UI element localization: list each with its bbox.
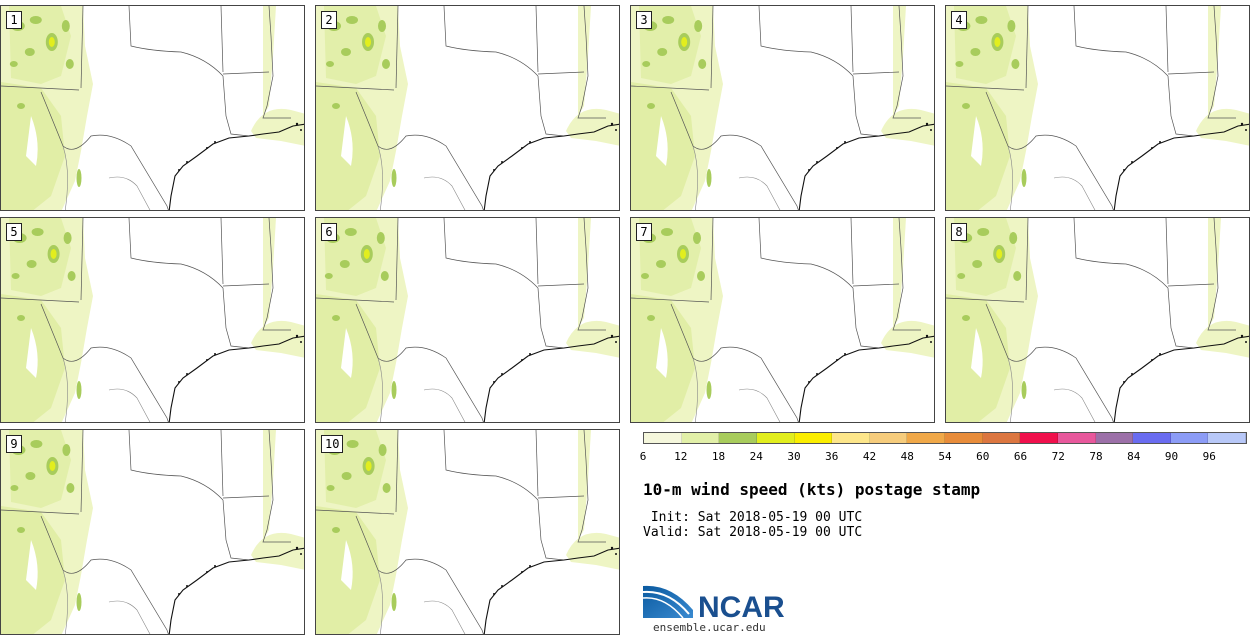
map-panel-2 xyxy=(316,6,619,210)
colorbar-tick-label: 6 xyxy=(639,450,647,463)
colorbar-tick-label: 30 xyxy=(787,450,801,463)
member-number-label: 10 xyxy=(321,435,344,453)
member-number-label: 3 xyxy=(636,11,652,29)
colorbar-tick-label: 24 xyxy=(749,450,763,463)
colorbar-tick-label: 72 xyxy=(1051,450,1065,463)
colorbar-tick-label: 90 xyxy=(1164,450,1179,463)
colorbar-segment xyxy=(1133,433,1171,443)
colorbar-tick-label: 66 xyxy=(1013,450,1028,463)
colorbar-segment xyxy=(1208,433,1246,443)
colorbar-segment xyxy=(794,433,833,443)
colorbar-segment xyxy=(982,433,1021,443)
logo-url: ensemble.ucar.edu xyxy=(653,621,766,634)
colorbar-segment xyxy=(644,433,682,443)
colorbar-segment xyxy=(945,433,983,443)
map-panel-4 xyxy=(946,6,1249,210)
postage-stamp-panel: 6 xyxy=(315,217,620,423)
figure-title: 10-m wind speed (kts) postage stamp xyxy=(643,480,981,499)
colorbar-tick-label: 54 xyxy=(938,450,952,463)
colorbar-segment xyxy=(1020,433,1058,443)
member-number-label: 1 xyxy=(6,11,22,29)
colorbar-segment xyxy=(1095,433,1134,443)
postage-stamp-panel: 7 xyxy=(630,217,935,423)
colorbar-segment xyxy=(869,433,908,443)
postage-stamp-panel: 2 xyxy=(315,5,620,211)
colorbar-tick-label: 48 xyxy=(900,450,914,463)
wind-speed-colorbar xyxy=(643,432,1247,444)
colorbar-segment xyxy=(681,433,720,443)
ncar-logo: NCAR xyxy=(643,585,785,624)
colorbar-tick-label: 36 xyxy=(825,450,839,463)
colorbar-tick-label: 78 xyxy=(1089,450,1103,463)
colorbar-tick-label: 42 xyxy=(862,450,877,463)
colorbar-tick-label: 60 xyxy=(976,450,990,463)
member-number-label: 4 xyxy=(951,11,967,29)
colorbar-tick-labels: 6 12 18 24 30 36 42 48 54 60 66 72 78 84 90 96 xyxy=(639,450,1247,464)
postage-stamp-panel: 3 xyxy=(630,5,935,211)
postage-stamp-panel: 10 xyxy=(315,429,620,635)
postage-stamp-panel: 5 xyxy=(0,217,305,423)
map-panel-9 xyxy=(1,430,304,634)
init-time: Init: Sat 2018-05-19 00 UTC xyxy=(643,510,863,525)
colorbar-segment xyxy=(907,433,945,443)
map-panel-6 xyxy=(316,218,619,422)
colorbar-segment xyxy=(1057,433,1096,443)
member-number-label: 7 xyxy=(636,223,652,241)
postage-stamp-panel: 8 xyxy=(945,217,1250,423)
colorbar-segment xyxy=(719,433,757,443)
colorbar-tick-label: 12 xyxy=(674,450,688,463)
valid-time: Valid: Sat 2018-05-19 00 UTC xyxy=(643,525,863,540)
member-number-label: 2 xyxy=(321,11,337,29)
postage-stamp-panel: 9 xyxy=(0,429,305,635)
ncar-logo-text: NCAR xyxy=(698,591,785,624)
map-panel-10 xyxy=(316,430,619,634)
postage-stamp-panel: 4 xyxy=(945,5,1250,211)
map-panel-8 xyxy=(946,218,1249,422)
member-number-label: 5 xyxy=(6,223,22,241)
map-panel-7 xyxy=(631,218,934,422)
map-panel-5 xyxy=(1,218,304,422)
map-panel-3 xyxy=(631,6,934,210)
member-number-label: 6 xyxy=(321,223,337,241)
colorbar-tick-label: 84 xyxy=(1127,450,1141,463)
member-number-label: 9 xyxy=(6,435,22,453)
postage-stamp-panel: 1 xyxy=(0,5,305,211)
colorbar-tick-label: 18 xyxy=(711,450,726,463)
member-number-label: 8 xyxy=(951,223,967,241)
colorbar-segment xyxy=(756,433,795,443)
colorbar-segment xyxy=(1170,433,1209,443)
colorbar-tick-label: 96 xyxy=(1202,450,1216,463)
map-panel-1 xyxy=(1,6,304,210)
colorbar-segment xyxy=(832,433,870,443)
